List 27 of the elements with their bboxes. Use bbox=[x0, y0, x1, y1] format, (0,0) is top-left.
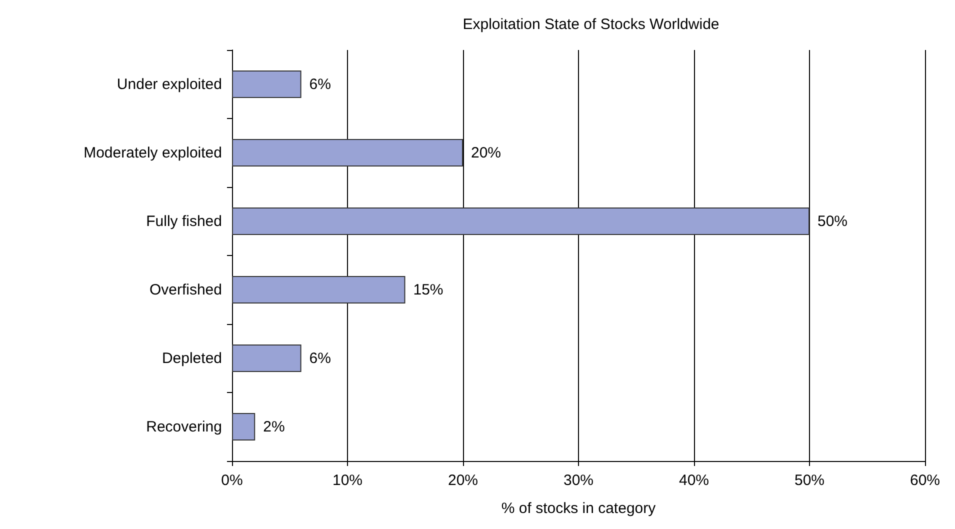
y-tick-label: Overfished bbox=[149, 281, 222, 298]
x-tick-label: 50% bbox=[794, 472, 825, 489]
y-tick-label: Under exploited bbox=[116, 76, 222, 93]
data-label: 50% bbox=[818, 212, 848, 230]
data-label: 6% bbox=[309, 350, 331, 367]
y-tick-label: Depleted bbox=[162, 350, 222, 367]
y-tick-label: Moderately exploited bbox=[84, 144, 222, 162]
bar bbox=[232, 139, 463, 166]
data-label: 6% bbox=[309, 76, 331, 93]
bar bbox=[232, 208, 810, 235]
bar bbox=[232, 413, 256, 440]
bar bbox=[232, 276, 406, 304]
x-tick-label: 30% bbox=[563, 472, 594, 489]
bar bbox=[232, 70, 302, 98]
data-label: 15% bbox=[413, 281, 444, 298]
chart-title: Exploitation State of Stocks Worldwide bbox=[462, 16, 720, 33]
data-label: 2% bbox=[263, 418, 285, 436]
data-label: 20% bbox=[471, 144, 502, 162]
x-tick-label: 40% bbox=[678, 472, 710, 489]
x-axis-title: % of stocks in category bbox=[501, 500, 656, 517]
x-tick-label: 20% bbox=[448, 472, 478, 489]
y-tick-label: Recovering bbox=[146, 418, 222, 436]
x-tick-label: 10% bbox=[332, 472, 363, 489]
x-tick-label: 60% bbox=[910, 472, 940, 489]
bar bbox=[232, 344, 302, 372]
x-tick-label: 0% bbox=[221, 472, 243, 489]
y-tick-label: Fully fished bbox=[146, 212, 222, 230]
